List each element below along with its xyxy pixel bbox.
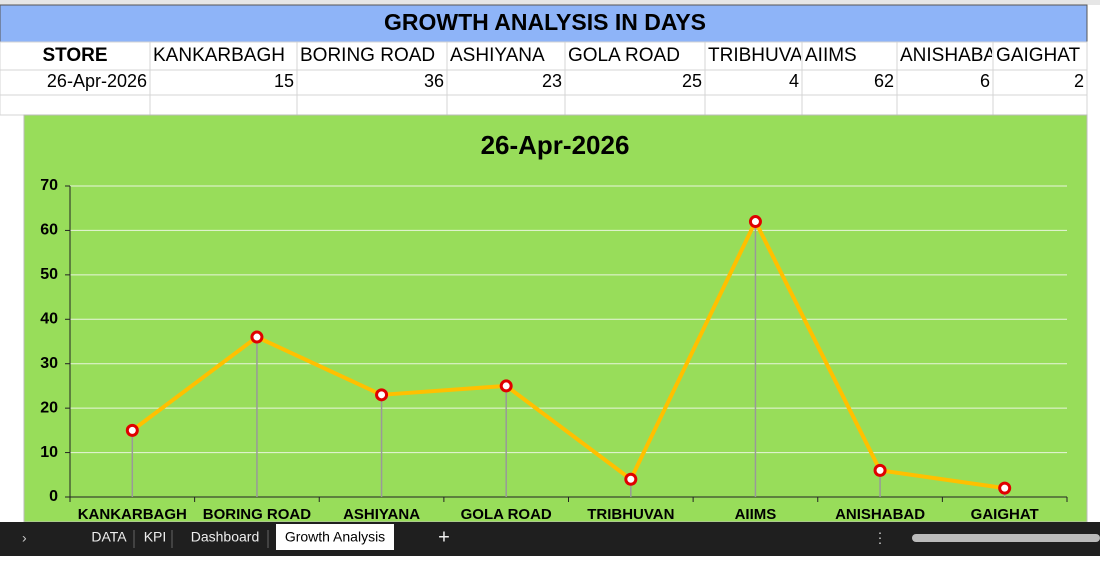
- x-tick-label: AIIMS: [735, 506, 777, 523]
- marker: [499, 379, 513, 393]
- scrollbar[interactable]: [912, 534, 1100, 542]
- header-cell: GOLA ROAD: [568, 45, 680, 66]
- x-tick-label: KANKARBAGH: [78, 506, 187, 523]
- marker: [375, 388, 389, 402]
- x-tick-label: TRIBHUVAN: [587, 506, 674, 523]
- scroll-arrow[interactable]: ›: [22, 530, 27, 546]
- sheet-tab[interactable]: DATA: [91, 529, 127, 545]
- cell: [296, 94, 448, 116]
- x-tick-label: GOLA ROAD: [461, 506, 552, 523]
- cell: [896, 69, 994, 96]
- value-cell: 36: [424, 71, 444, 91]
- value-cell: 4: [789, 71, 799, 91]
- cell: [896, 94, 994, 116]
- y-tick-label: 10: [40, 444, 58, 461]
- column-header-strip: [0, 0, 1100, 5]
- value-cell: 62: [874, 71, 894, 91]
- active-tab: [276, 524, 394, 550]
- y-tick-label: 0: [49, 488, 58, 505]
- marker: [250, 330, 264, 344]
- cell: [704, 69, 803, 96]
- chart-title: 26-Apr-2026: [481, 130, 630, 160]
- y-tick-label: 60: [40, 222, 58, 239]
- y-tick-label: 40: [40, 311, 58, 328]
- tabs: DATA KPI Dashboard Growth Analysis: [91, 524, 394, 550]
- cell: [149, 94, 298, 116]
- value-cell: 25: [682, 71, 702, 91]
- x-tick-label: ANISHABAD: [835, 506, 925, 523]
- cell: [446, 94, 566, 116]
- title-band: [0, 4, 1088, 43]
- y-tick-label: 70: [40, 177, 58, 194]
- add-sheet[interactable]: +: [438, 526, 450, 548]
- cell: [704, 41, 803, 71]
- more[interactable]: ⋮: [873, 530, 887, 546]
- cell: [704, 94, 803, 116]
- chart-area: [23, 114, 1088, 523]
- x-tick-label: GAIGHAT: [971, 506, 1039, 523]
- cell: [149, 69, 298, 96]
- cell: [0, 41, 151, 71]
- date-cell: 26-Apr-2026: [47, 71, 147, 91]
- sheet-tab[interactable]: Dashboard: [191, 529, 260, 545]
- x-tick-label: BORING ROAD: [203, 506, 312, 523]
- header-cell: TRIBHUVAN: [708, 45, 816, 66]
- marker: [748, 215, 762, 229]
- y-tick-label: 30: [40, 355, 58, 372]
- cell: [149, 41, 298, 71]
- marker: [873, 463, 887, 477]
- cell: [992, 94, 1088, 116]
- cell: [801, 41, 898, 71]
- cell: [0, 94, 151, 116]
- header-cell: KANKARBAGH: [153, 45, 285, 66]
- cell: [564, 41, 706, 71]
- header-cell: GAIGHAT: [996, 45, 1080, 66]
- header-cell: STORE: [42, 45, 107, 66]
- value-cell: 2: [1074, 71, 1084, 91]
- header-cell: ASHIYANA: [450, 45, 545, 66]
- y-tick-label: 50: [40, 266, 58, 283]
- marker: [125, 423, 139, 437]
- cell: [992, 69, 1088, 96]
- value-cell: 6: [980, 71, 990, 91]
- value-cell: 23: [542, 71, 562, 91]
- y-tick-label: 20: [40, 399, 58, 416]
- header-cell: AIIMS: [805, 45, 857, 66]
- sheet-tab[interactable]: Growth Analysis: [285, 529, 385, 545]
- header-cell: ANISHABAD: [900, 45, 1010, 66]
- cell: [801, 94, 898, 116]
- series-line: [131, 219, 1005, 491]
- marker: [624, 472, 638, 486]
- header-cell: BORING ROAD: [300, 45, 435, 66]
- sheet-tab[interactable]: KPI: [144, 529, 167, 545]
- marker: [998, 481, 1012, 495]
- x-tick-label: ASHIYANA: [343, 506, 420, 523]
- cell: [564, 94, 706, 116]
- chart: 0 10 20 30 40 50 60 70 KANKARBAGH BORING ROAD ASHI…: [40, 177, 1068, 523]
- sheet-title: GROWTH ANALYSIS IN DAYS: [384, 9, 706, 35]
- table: STORE 26-Apr-2026 KANKARBAGH 15 BORING ROAD 3…: [0, 41, 1088, 116]
- cell: [296, 69, 448, 96]
- value-cell: 15: [274, 71, 294, 91]
- cell: [992, 41, 1088, 71]
